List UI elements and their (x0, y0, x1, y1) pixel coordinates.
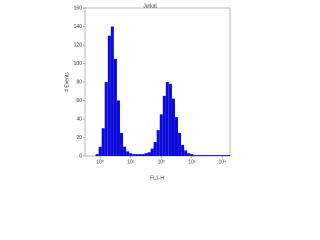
histogram-bar (171, 98, 175, 156)
y-tick-label: 20 (76, 135, 82, 141)
y-tick-label: 40 (76, 116, 82, 122)
histogram-bar (223, 155, 227, 156)
x-tick-label: 10³ (188, 159, 196, 165)
x-tick-label: 10⁰ (96, 159, 104, 165)
y-tick-label: 120 (74, 42, 83, 48)
background (0, 0, 300, 200)
histogram-bar (129, 153, 133, 156)
histogram-bar (120, 132, 124, 156)
histogram-bar (202, 155, 206, 156)
histogram-bar (147, 152, 151, 156)
histogram-bar (156, 130, 160, 156)
histogram-bar (153, 142, 157, 156)
y-tick-label: 80 (76, 79, 82, 85)
histogram-bar (196, 155, 200, 156)
y-tick-label: 100 (74, 61, 83, 67)
histogram-bar (226, 155, 230, 156)
histogram-bar (162, 95, 166, 156)
histogram-bar (138, 154, 142, 156)
histogram-bar (113, 58, 117, 156)
histogram-bar (107, 35, 111, 156)
histogram-bar (98, 146, 102, 156)
x-tick-label: 10¹ (127, 159, 135, 165)
histogram-bar (168, 83, 172, 156)
histogram-bar (208, 155, 212, 156)
histogram-bar (193, 155, 197, 156)
histogram-bar (205, 155, 209, 156)
histogram-bar (132, 154, 136, 156)
y-tick-label: 160 (74, 5, 83, 11)
histogram-bar (159, 114, 163, 156)
histogram-bar (187, 153, 191, 156)
histogram-bar (110, 26, 114, 156)
histogram-bar (181, 144, 185, 156)
histogram-bar (126, 151, 130, 156)
histogram-bar (217, 155, 221, 156)
histogram-bar (135, 154, 139, 156)
histogram-bar (101, 128, 105, 156)
histogram-bar (116, 100, 120, 156)
y-tick-label: 0 (79, 153, 82, 159)
histogram-bar (190, 154, 194, 156)
chart-title: Jurkat (143, 3, 157, 9)
histogram-bar (141, 154, 145, 156)
histogram-bar (175, 117, 179, 156)
y-axis-label: # Events (64, 72, 70, 92)
histogram-bar (184, 150, 188, 156)
histogram-bar (178, 132, 182, 156)
histogram-bar (220, 155, 224, 156)
y-tick-label: 60 (76, 98, 82, 104)
histogram-bar (211, 155, 215, 156)
histogram-bar (104, 82, 108, 156)
histogram-bar (150, 148, 154, 156)
chart: Jurkat FL1-H # Events 0 20 40 60 80 100 120 140… (0, 0, 300, 200)
x-tick-label: 10⁴ (219, 159, 227, 165)
histogram-bar (95, 154, 99, 156)
histogram-bar (144, 153, 148, 156)
x-axis-label: FL1-H (150, 175, 164, 181)
y-tick-label: 140 (74, 24, 83, 30)
histogram-bar (214, 155, 218, 156)
histogram-bar (165, 82, 169, 156)
histogram-bar (199, 155, 203, 156)
histogram-bar (123, 146, 127, 156)
x-tick-label: 10² (158, 159, 166, 165)
